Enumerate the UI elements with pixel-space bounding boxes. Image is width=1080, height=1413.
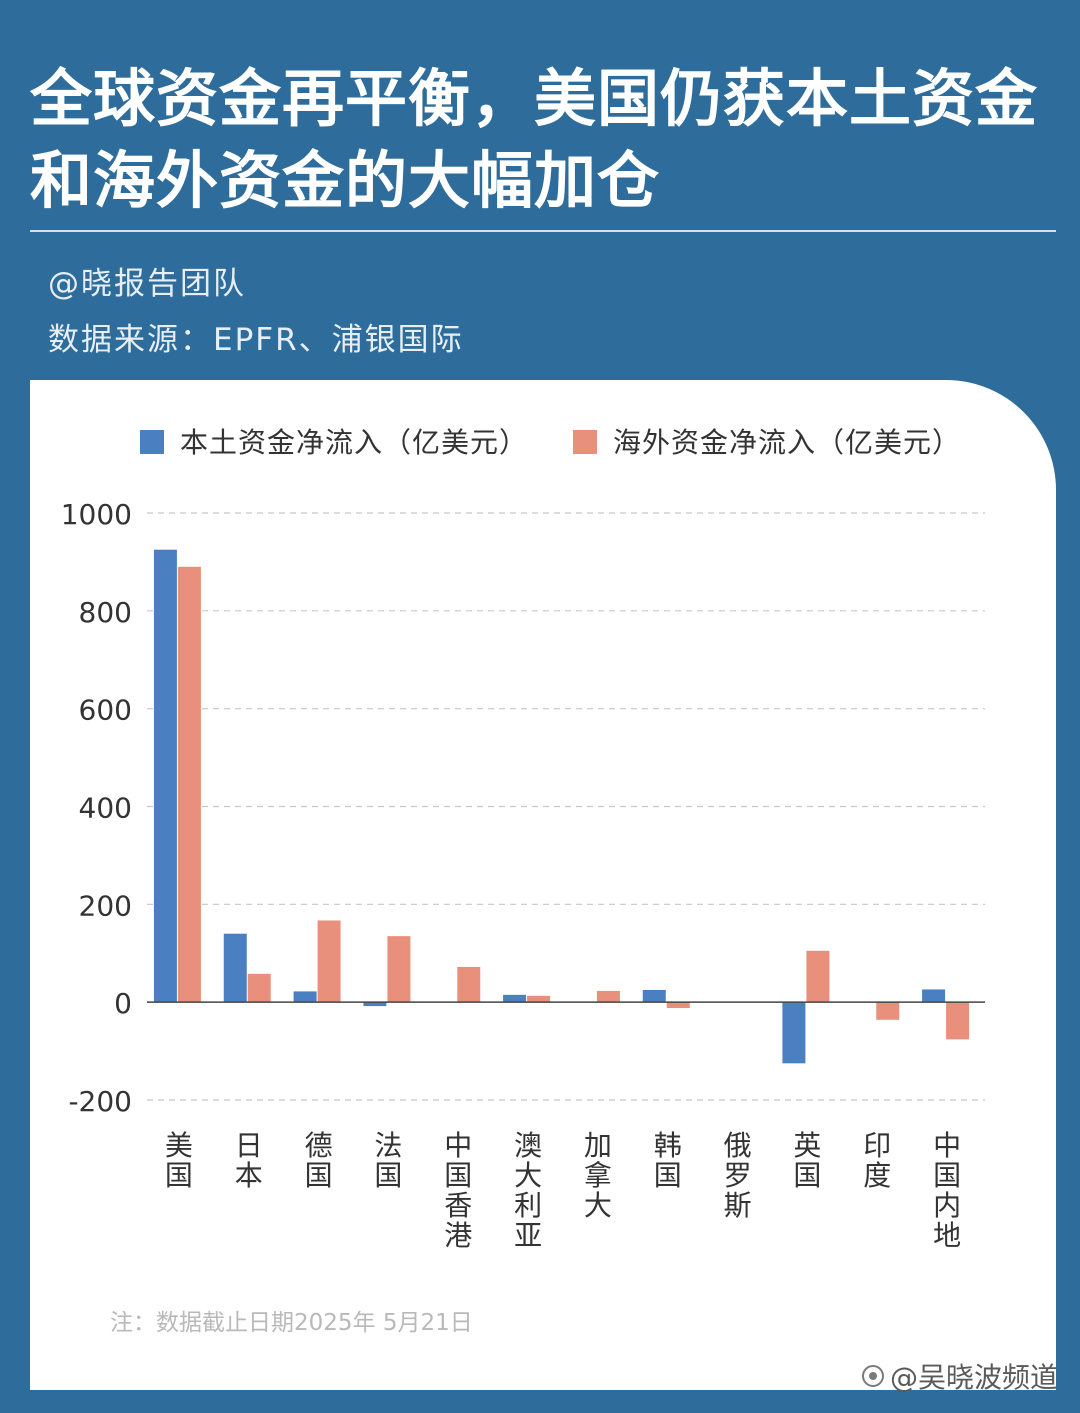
bar-series1-7 (666, 1002, 690, 1009)
page-title: 全球资金再平衡，美国仍获本土资金 和海外资金的大幅加仓 (30, 58, 1060, 222)
bar-series1-6 (596, 990, 620, 1003)
legend-swatch-1 (573, 430, 597, 454)
x-tick-label-0: 美国 (165, 1129, 193, 1192)
legend-swatch-0 (140, 430, 164, 454)
bar-series1-10 (876, 1002, 900, 1020)
title-line-1: 全球资金再平衡，美国仍获本土资金 (30, 62, 1039, 135)
x-tick-label-2: 德国 (305, 1129, 333, 1192)
bar-series1-1 (247, 973, 271, 1003)
x-tick-label-7: 韩国 (654, 1129, 682, 1192)
bar-series1-9 (806, 950, 830, 1003)
title-line-2: 和海外资金的大幅加仓 (30, 144, 661, 217)
legend-label-1: 海外资金净流入（亿美元） (613, 426, 961, 459)
bar-series0-1 (223, 933, 247, 1003)
chart-card: 本土资金净流入（亿美元） 海外资金净流入（亿美元） 1000 800 600 400 200… (30, 380, 1056, 1390)
y-tick-label-2: 600 (79, 694, 132, 727)
y-tick-label-5: 0 (114, 987, 132, 1020)
bar-series0-11 (922, 989, 946, 1003)
watermark-text: @吴晓波频道 (889, 1361, 1058, 1394)
weibo-logo-icon (861, 1365, 884, 1387)
y-tick-label-0: 1000 (61, 498, 132, 531)
header-divider (30, 230, 1056, 232)
bar-series0-5 (503, 994, 527, 1003)
y-tick-label-6: -200 (68, 1085, 132, 1118)
x-tick-label-1: 日本 (235, 1129, 263, 1192)
x-tick-label-8: 俄罗斯 (724, 1129, 752, 1222)
y-tick-label-1: 800 (79, 596, 132, 629)
y-tick-label-3: 400 (79, 792, 132, 825)
legend-label-0: 本土资金净流入（亿美元） (180, 426, 528, 459)
x-tick-label-5: 澳大利亚 (514, 1129, 542, 1252)
data-source: 数据来源：EPFR、浦银国际 (48, 322, 464, 358)
x-tick-label-4: 中国香港 (444, 1129, 472, 1252)
bar-series1-11 (946, 1002, 970, 1040)
x-tick-label-3: 法国 (374, 1129, 402, 1192)
y-tick-label-4: 200 (79, 889, 132, 922)
bar-series1-3 (387, 936, 411, 1003)
footnote: 注：数据截止日期2025年 5月21日 (110, 1310, 473, 1336)
x-tick-label-11: 中国内地 (933, 1129, 961, 1252)
bar-series0-2 (293, 991, 317, 1003)
bar-series0-0 (153, 549, 177, 1003)
bar-chart: 本土资金净流入（亿美元） 海外资金净流入（亿美元） 1000 800 600 400 200… (61, 426, 985, 1252)
bar-series1-5 (527, 995, 551, 1003)
x-tick-label-6: 加拿大 (584, 1129, 612, 1222)
bar-series1-0 (177, 566, 201, 1003)
watermark: @吴晓波频道 (861, 1356, 1058, 1396)
bar-series0-9 (782, 1002, 806, 1064)
x-tick-label-9: 英国 (793, 1129, 821, 1192)
author-credit: @晓报告团队 (48, 266, 246, 302)
x-tick-label-10: 印度 (863, 1129, 891, 1192)
bar-series1-2 (317, 920, 341, 1003)
bar-series0-7 (642, 989, 666, 1003)
bar-series1-4 (457, 966, 481, 1003)
bar-series0-3 (363, 1002, 387, 1007)
